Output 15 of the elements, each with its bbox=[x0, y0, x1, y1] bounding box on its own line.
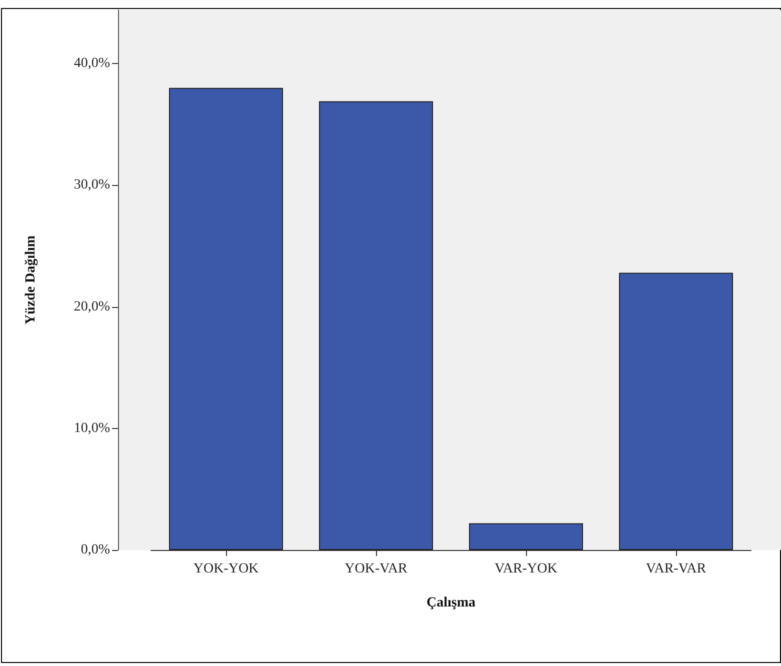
y-tick-label: 40,0% bbox=[74, 56, 110, 72]
bar bbox=[469, 523, 583, 550]
y-tick-label: 30,0% bbox=[74, 178, 110, 193]
x-axis-title: Çalışma bbox=[426, 596, 476, 610]
y-tick-label: 0,0% bbox=[80, 542, 110, 558]
y-axis-title: Yüzde Dağılım bbox=[24, 235, 38, 325]
x-tick-label: YOK-YOK bbox=[193, 562, 259, 576]
bar bbox=[169, 88, 283, 550]
bar bbox=[319, 101, 433, 550]
x-tick-label: VAR-YOK bbox=[494, 562, 558, 576]
y-tick-label: 10,0% bbox=[74, 420, 110, 436]
y-tick-label: 20,0% bbox=[74, 299, 110, 314]
x-tick-label: VAR-VAR bbox=[646, 562, 707, 576]
x-tick-label: YOK-VAR bbox=[344, 562, 408, 576]
bar bbox=[619, 272, 733, 550]
